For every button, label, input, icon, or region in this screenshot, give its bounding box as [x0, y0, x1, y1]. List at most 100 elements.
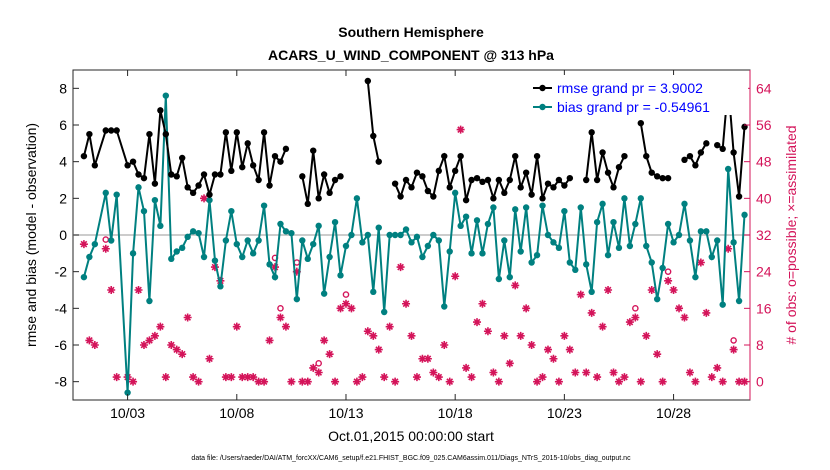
obs-assimilated-mark	[685, 368, 694, 377]
rmse-point	[370, 132, 377, 140]
obs-assimilated-mark	[167, 341, 176, 349]
bias-point	[260, 202, 268, 209]
bias-point	[555, 244, 563, 252]
rmse-point	[441, 152, 448, 160]
obs-assimilated-mark	[271, 263, 280, 272]
rmse-point	[233, 129, 240, 136]
obs-assimilated-mark	[604, 286, 613, 294]
rmse-point	[129, 158, 137, 165]
bias-point	[304, 255, 311, 263]
rmse-point	[473, 174, 481, 182]
rmse-point	[588, 129, 595, 136]
bias-point	[506, 273, 513, 281]
rmse-point	[189, 189, 197, 197]
bias-point	[664, 220, 672, 228]
obs-assimilated-mark	[423, 354, 432, 363]
rmse-point	[517, 184, 524, 191]
bias-point	[288, 229, 295, 237]
obs-assimilated-mark	[696, 258, 705, 267]
obs-assimilated-mark	[194, 377, 203, 386]
bias-point	[681, 200, 688, 208]
rmse-point	[522, 169, 530, 176]
rmse-point	[255, 176, 262, 184]
bias-point	[282, 228, 290, 235]
bias-point	[593, 218, 601, 226]
bias-point	[424, 242, 432, 250]
obs-assimilated-mark	[494, 377, 503, 386]
obs-assimilated-mark	[352, 377, 361, 386]
obs-assimilated-mark	[385, 322, 394, 331]
bias-point	[381, 308, 388, 316]
bias-point	[648, 259, 655, 266]
obs-assimilated-mark	[647, 286, 656, 294]
rmse-point	[304, 200, 311, 208]
rmse-point	[495, 176, 503, 184]
obs-assimilated-mark	[587, 308, 596, 317]
obs-assimilated-mark	[473, 318, 482, 327]
y2-tick-label: 56	[756, 117, 772, 133]
obs-assimilated-mark	[735, 377, 744, 386]
obs-assimilated-mark	[440, 341, 449, 349]
bias-point	[692, 273, 699, 281]
obs-assimilated-mark	[292, 267, 301, 276]
obs-assimilated-mark	[500, 331, 509, 340]
rmse-point	[277, 158, 284, 165]
rmse-point	[282, 145, 290, 153]
chart-subtitle: ACARS_U_WIND_COMPONENT @ 313 hPa	[268, 47, 554, 63]
obs-assimilated-mark	[298, 377, 307, 386]
rmse-point	[479, 178, 486, 186]
rmse-point	[239, 163, 246, 171]
obs-assimilated-mark	[707, 373, 716, 382]
rmse-point	[408, 184, 415, 191]
bias-point	[643, 242, 650, 250]
rmse-point	[173, 173, 180, 180]
rmse-line	[585, 132, 626, 191]
bias-point	[637, 195, 645, 202]
obs-assimilated-mark	[189, 373, 198, 382]
bias-point	[730, 239, 737, 246]
bias-point	[479, 250, 486, 257]
bias-point	[397, 231, 404, 239]
rmse-point	[730, 149, 737, 156]
rmse-point	[512, 152, 519, 160]
bias-point	[621, 195, 628, 202]
rmse-point	[610, 184, 617, 191]
rmse-point	[719, 145, 726, 153]
obs-assimilated-mark	[505, 359, 514, 368]
bias-point	[462, 213, 470, 220]
obs-assimilated-mark	[380, 373, 389, 382]
bias-point	[353, 195, 361, 202]
rmse-point	[424, 187, 432, 195]
bias-point	[271, 273, 279, 281]
bias-point	[299, 237, 306, 244]
bias-point	[233, 240, 240, 248]
rmse-point	[140, 174, 148, 182]
bias-point	[315, 222, 322, 230]
obs-assimilated-mark	[331, 377, 340, 386]
bias-point	[140, 207, 148, 215]
obs-assimilated-mark	[101, 244, 110, 253]
bias-point	[490, 204, 497, 211]
obs-assimilated-mark	[636, 377, 645, 386]
rmse-point	[457, 152, 464, 160]
rmse-point	[200, 171, 208, 178]
obs-assimilated-mark	[560, 331, 569, 340]
rmse-point	[528, 191, 535, 198]
rmse-point	[326, 189, 333, 197]
obs-assimilated-mark	[79, 240, 88, 249]
obs-assimilated-mark	[276, 313, 285, 322]
bias-point	[408, 239, 415, 246]
bias-point	[626, 242, 634, 250]
obs-assimilated-mark	[543, 345, 552, 354]
rmse-point	[91, 162, 99, 169]
bias-point	[430, 231, 437, 239]
bias-point	[550, 239, 557, 246]
rmse-point	[337, 173, 344, 180]
rmse-point	[162, 130, 170, 138]
obs-possible-mark	[315, 360, 322, 367]
obs-assimilated-mark	[287, 377, 296, 386]
rmse-point	[178, 154, 186, 162]
bias-point	[206, 196, 213, 204]
obs-assimilated-mark	[598, 322, 607, 331]
rmse-point	[364, 77, 372, 85]
